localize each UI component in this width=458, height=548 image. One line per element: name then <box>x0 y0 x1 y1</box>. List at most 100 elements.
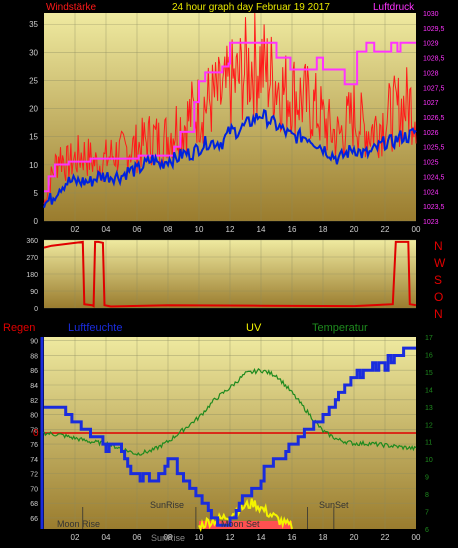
uv-line <box>198 498 293 533</box>
pressure-y-tick-label: 1023 <box>423 219 439 226</box>
humidity-y-tick-label: 74 <box>30 457 38 464</box>
rain-label: Regen <box>3 322 35 334</box>
humidity-x-tick-label: 02 <box>71 533 80 542</box>
chart-title: 24 hour graph day Februar 19 2017 <box>172 2 330 13</box>
pressure-y-tick-label: 1028 <box>423 70 439 77</box>
wind-x-tick-label: 06 <box>133 225 142 234</box>
wind-pressure-chart: 0 5 10 15 20 25 30 35 1023 1023,5 1024 1024,5 1025 1… <box>29 11 444 234</box>
sunset-marker: SunSet <box>319 500 349 510</box>
humidity-y-tick-label: 70 <box>30 486 38 493</box>
wind-x-tick-label: 08 <box>164 225 173 234</box>
humidity-x-tick-label: 14 <box>257 533 266 542</box>
pressure-y-tick-label: 1025 <box>423 160 439 167</box>
bottom-sunrise-label: SunRise <box>151 533 185 543</box>
sunrise-marker: SunRise <box>150 500 184 510</box>
temperature-y-tick-label: 9 <box>425 475 429 482</box>
pressure-y-tick-label: 1027 <box>423 100 439 107</box>
wind-x-tick-label: 16 <box>288 225 297 234</box>
pressure-y-tick-label: 1029,5 <box>423 26 445 33</box>
wind-y-tick-label: 25 <box>29 76 38 85</box>
direction-y-tick-label: 360 <box>26 238 38 245</box>
pressure-y-tick-label: 1026,5 <box>423 115 445 122</box>
wind-y-tick-label: 20 <box>29 105 38 114</box>
humidity-x-tick-label: 20 <box>350 533 359 542</box>
wind-label: Windstärke <box>46 2 96 13</box>
humidity-x-tick-label: 06 <box>133 533 142 542</box>
direction-label-n: N <box>434 239 443 253</box>
humidity-x-tick-label: 16 <box>288 533 297 542</box>
temperature-y-tick-label: 17 <box>425 335 433 342</box>
temperature-y-tick-label: 7 <box>425 510 429 517</box>
pressure-y-tick-label: 1027,5 <box>423 85 445 92</box>
wind-direction-chart: 0 90 180 270 360 <box>26 238 417 313</box>
temperature-label: Temperatur <box>312 322 368 334</box>
temperature-y-tick-label: 15 <box>425 370 433 377</box>
temperature-y-tick-label: 8 <box>425 492 429 499</box>
humidity-y-tick-label: 88 <box>30 353 38 360</box>
wind-x-tick-label: 14 <box>257 225 266 234</box>
moon-set-marker: Moon Set <box>221 519 260 529</box>
humidity-y-tick-label: 66 <box>30 516 38 523</box>
moon-rise-marker: Moon Rise <box>57 519 100 529</box>
direction-y-tick-label: 0 <box>34 306 38 313</box>
humidity-y-tick-label: 90 <box>30 339 38 346</box>
wind-x-tick-label: 10 <box>195 225 204 234</box>
wind-y-tick-label: 5 <box>34 189 39 198</box>
wind-y-tick-label: 10 <box>29 161 38 170</box>
humidity-line <box>44 346 416 527</box>
pressure-y-tick-label: 1029 <box>423 41 439 48</box>
wind-y-tick-label: 15 <box>29 133 38 142</box>
uv-fill-area <box>199 521 292 529</box>
pressure-y-tick-label: 1024,5 <box>423 174 445 181</box>
pressure-y-tick-label: 1030 <box>423 11 439 18</box>
wind-y-tick-label: 0 <box>34 217 39 226</box>
humidity-x-tick-label: 18 <box>319 533 328 542</box>
temperature-y-tick-label: 16 <box>425 352 433 359</box>
pressure-line <box>44 41 416 193</box>
temperature-y-tick-label: 12 <box>425 422 433 429</box>
direction-label-n2: N <box>434 307 443 321</box>
temperature-y-tick-label: 10 <box>425 457 433 464</box>
humidity-y-tick-label: 78 <box>30 427 38 434</box>
direction-label-w: W <box>434 256 446 270</box>
humidity-y-tick-label: 76 <box>30 442 38 449</box>
wind-x-tick-label: 22 <box>381 225 390 234</box>
temperature-y-tick-label: 13 <box>425 405 433 412</box>
pressure-label: Luftdruck <box>373 2 415 13</box>
humidity-y-tick-label: 72 <box>30 472 38 479</box>
wind-x-tick-label: 18 <box>319 225 328 234</box>
temperature-y-tick-label: 11 <box>425 440 432 447</box>
temperature-y-tick-label: 6 <box>425 527 429 534</box>
pressure-y-tick-label: 1028,5 <box>423 56 445 63</box>
humidity-x-tick-label: 08 <box>164 533 173 542</box>
wind-direction-line <box>43 240 417 308</box>
pressure-y-tick-label: 1026 <box>423 130 439 137</box>
humidity-label: Luftfeuchte <box>68 322 122 334</box>
wind-y-tick-label: 35 <box>29 20 38 29</box>
wind-average-line <box>43 108 417 209</box>
humidity-y-tick-label: 84 <box>30 383 38 390</box>
humidity-x-tick-label: 04 <box>102 533 111 542</box>
wind-x-tick-label: 12 <box>226 225 235 234</box>
humidity-y-tick-label: 82 <box>30 398 38 405</box>
humidity-y-tick-label: 68 <box>30 501 38 508</box>
direction-y-tick-label: 90 <box>30 289 38 296</box>
temperature-y-tick-label: 14 <box>425 387 433 394</box>
direction-label-o: O <box>434 290 443 304</box>
wind-x-tick-label: 20 <box>350 225 359 234</box>
pressure-y-tick-label: 1023,5 <box>423 204 445 211</box>
pressure-y-tick-label: 1025,5 <box>423 145 445 152</box>
wind-x-tick-label: 02 <box>71 225 80 234</box>
humidity-y-tick-label: 80 <box>30 413 38 420</box>
pressure-y-tick-label: 1024 <box>423 189 439 196</box>
humidity-x-tick-label: 00 <box>412 533 421 542</box>
direction-y-tick-label: 270 <box>26 255 38 262</box>
wind-x-tick-label: 00 <box>412 225 421 234</box>
direction-label-s: S <box>434 273 442 287</box>
rain-zero-label: 0 <box>33 428 39 439</box>
humidity-x-tick-label: 10 <box>195 533 204 542</box>
humidity-y-tick-label: 86 <box>30 368 38 375</box>
